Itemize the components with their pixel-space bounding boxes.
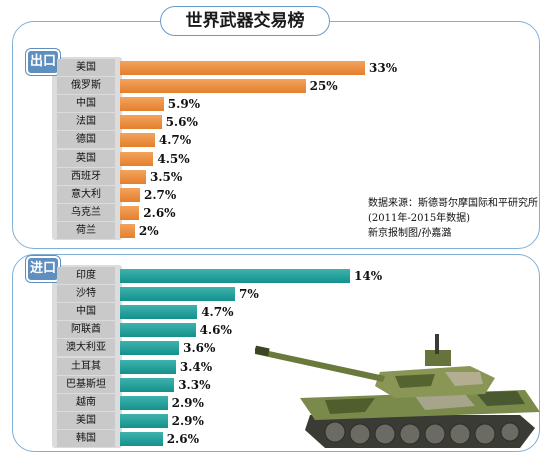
export-value-label: 4.7%	[158, 133, 192, 147]
export-category-label: 俄罗斯	[57, 77, 115, 94]
source-credit: 新京报制图/孙嘉潞	[368, 228, 452, 239]
import-category-label: 沙特	[57, 285, 115, 302]
import-category-label: 韩国	[57, 430, 115, 447]
import-category-label: 土耳其	[57, 358, 115, 375]
import-category-label: 美国	[57, 412, 115, 429]
import-value-label: 3.4%	[179, 360, 213, 374]
import-value-label: 4.6%	[199, 323, 232, 337]
export-category-label: 乌克兰	[57, 204, 115, 221]
import-value-label: 4.7%	[201, 305, 234, 319]
source-note: 数据来源：斯德哥尔摩国际和平研究所 (2011年-2015年数据) 新京报制图/…	[368, 196, 538, 241]
import-bar	[120, 360, 176, 374]
export-category-label: 美国	[57, 59, 115, 76]
import-value-label: 3.6%	[183, 341, 216, 355]
export-value-label: 33%	[369, 61, 398, 75]
chart-title: 世界武器交易榜	[160, 6, 330, 36]
export-value-label: 5.9%	[167, 97, 201, 111]
export-value-label: 2.6%	[143, 206, 176, 220]
import-bar	[120, 396, 168, 410]
import-value-label: 2.9%	[171, 396, 204, 410]
export-bar	[120, 79, 306, 93]
import-bar	[120, 305, 198, 319]
import-category-label: 澳大利亚	[57, 339, 115, 356]
import-category-label: 越南	[57, 394, 115, 411]
import-category-label: 巴基斯坦	[57, 376, 115, 393]
import-category-label: 阿联酋	[57, 321, 115, 338]
export-bar	[120, 152, 154, 166]
export-value-label: 4.5%	[157, 152, 190, 166]
export-bar	[120, 133, 155, 147]
export-category-label: 荷兰	[57, 222, 115, 239]
import-category-label: 中国	[57, 303, 115, 320]
import-bar	[120, 414, 168, 428]
import-bar	[120, 432, 163, 446]
import-section-frame	[12, 254, 540, 452]
import-value-label: 3.3%	[178, 378, 211, 392]
export-bar	[120, 170, 146, 184]
export-bar	[120, 206, 140, 220]
export-value-label: 3.5%	[149, 170, 183, 184]
export-bar	[120, 115, 162, 129]
export-bar	[120, 97, 164, 111]
tank-illustration	[255, 334, 540, 448]
export-value-label: 2%	[138, 224, 159, 238]
export-value-label: 5.6%	[165, 115, 198, 129]
import-category-label: 印度	[57, 267, 115, 284]
export-value-label: 25%	[309, 79, 338, 93]
import-bar	[120, 378, 175, 392]
export-bar	[120, 61, 365, 75]
import-bar	[120, 341, 180, 355]
import-value-label: 7%	[239, 287, 259, 301]
export-category-label: 中国	[57, 95, 115, 112]
import-value-label: 2.9%	[171, 414, 204, 428]
export-category-label: 西班牙	[57, 168, 115, 185]
export-bar	[120, 224, 135, 238]
export-category-label: 英国	[57, 150, 115, 167]
export-category-label: 法国	[57, 113, 115, 130]
import-badge: 进口	[26, 256, 60, 282]
import-value-label: 2.6%	[166, 432, 199, 446]
export-value-label: 2.7%	[144, 188, 177, 202]
export-category-label: 意大利	[57, 186, 115, 203]
import-value-label: 14%	[354, 269, 383, 283]
import-bar	[120, 269, 350, 283]
source-years: (2011年-2015年数据)	[368, 213, 471, 224]
import-bar	[120, 287, 235, 301]
export-category-label: 德国	[57, 131, 115, 148]
export-bar	[120, 188, 141, 202]
source-line: 数据来源：斯德哥尔摩国际和平研究所	[368, 198, 538, 209]
export-badge: 出口	[26, 49, 60, 75]
import-bar	[120, 323, 196, 337]
